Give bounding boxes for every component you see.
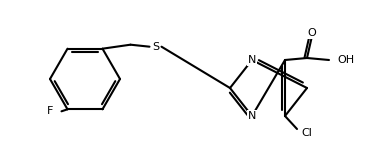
Text: N: N (248, 111, 256, 121)
Text: OH: OH (337, 55, 354, 65)
Text: O: O (308, 28, 316, 38)
Text: Cl: Cl (301, 128, 312, 138)
Text: F: F (47, 106, 54, 116)
Text: S: S (152, 42, 159, 52)
Text: N: N (248, 55, 256, 65)
